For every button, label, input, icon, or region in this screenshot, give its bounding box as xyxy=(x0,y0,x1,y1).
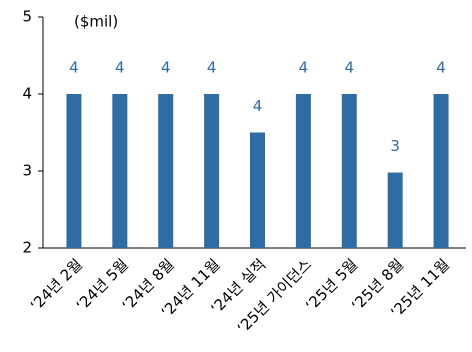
y-tick-label: 2 xyxy=(22,239,32,257)
bar xyxy=(433,94,449,248)
value-label: 4 xyxy=(69,59,79,77)
value-label: 4 xyxy=(299,59,309,77)
value-label: 4 xyxy=(161,59,171,77)
unit-label: ($mil) xyxy=(74,13,118,31)
y-tick-label: 4 xyxy=(22,85,32,103)
bar xyxy=(158,94,174,248)
y-tick-label: 5 xyxy=(22,8,32,26)
value-label: 4 xyxy=(253,97,263,115)
value-label: 4 xyxy=(115,59,125,77)
value-label: 3 xyxy=(390,137,400,155)
bar xyxy=(341,94,357,248)
value-label: 4 xyxy=(207,59,217,77)
value-label: 4 xyxy=(436,59,446,77)
bar xyxy=(295,94,311,248)
y-tick-label: 3 xyxy=(22,162,32,180)
bar xyxy=(387,172,403,248)
bar xyxy=(204,94,220,248)
value-label: 4 xyxy=(345,59,355,77)
bar xyxy=(112,94,128,248)
bar xyxy=(250,132,265,248)
bar xyxy=(66,94,82,248)
